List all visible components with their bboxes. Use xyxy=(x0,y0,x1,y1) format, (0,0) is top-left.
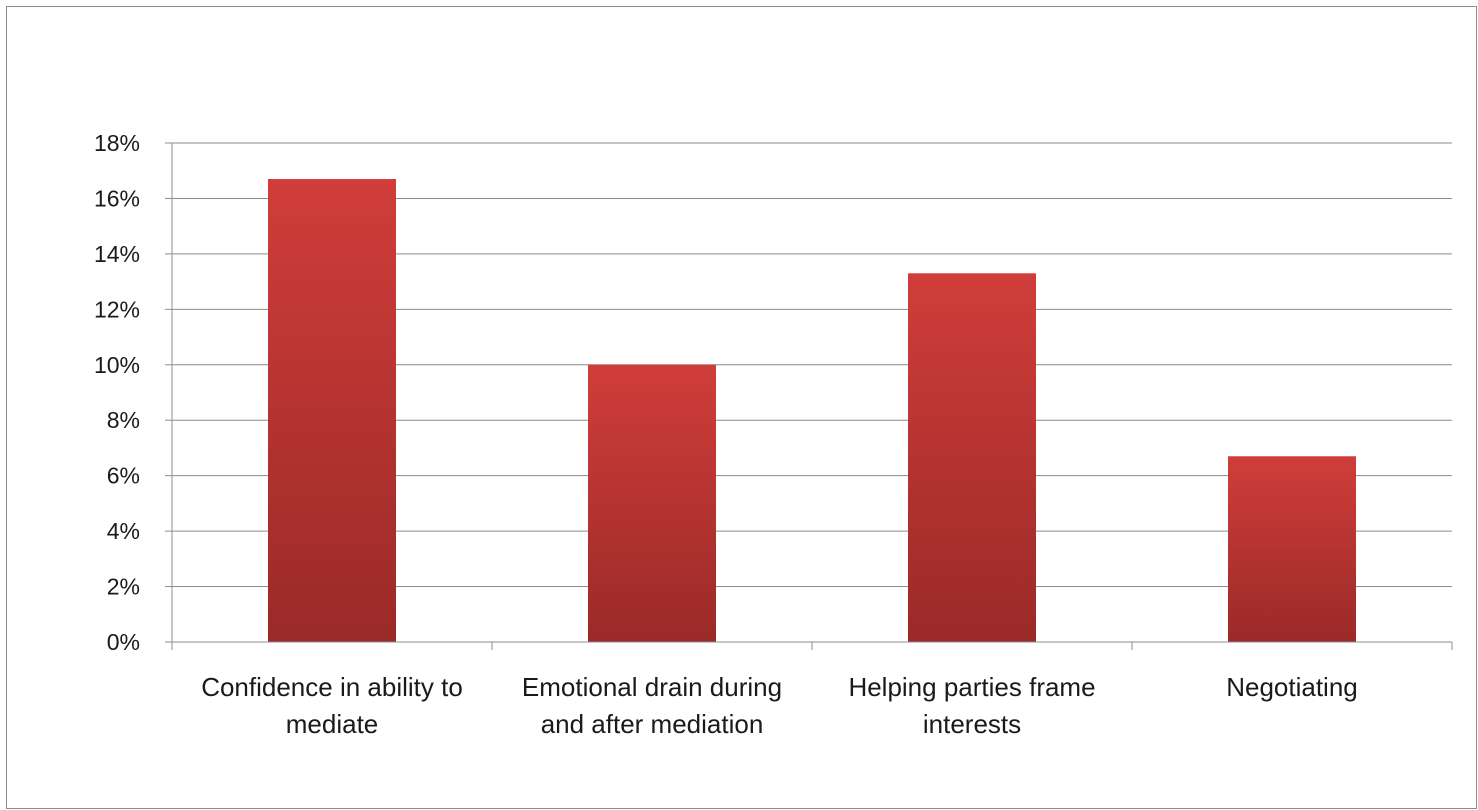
chart-frame xyxy=(6,6,1477,809)
bar xyxy=(268,179,396,643)
y-axis-ticks: 0% 2% 4% 6% 8% 10% 12% 14% 16% 18% xyxy=(94,130,172,655)
y-tick-label: 16% xyxy=(94,185,140,211)
x-tick-label: Emotional drain during xyxy=(522,672,782,702)
y-tick-label: 10% xyxy=(94,352,140,378)
x-axis-labels: Confidence in ability to mediate Emotional… xyxy=(201,672,1358,739)
x-tick-label: interests xyxy=(923,709,1021,739)
bar xyxy=(908,273,1036,642)
y-tick-label: 14% xyxy=(94,241,140,267)
y-tick-label: 12% xyxy=(94,296,140,322)
y-tick-label: 0% xyxy=(107,629,140,655)
bar xyxy=(588,364,716,642)
x-tick-label: Negotiating xyxy=(1226,672,1358,702)
bars xyxy=(268,179,1356,643)
x-tick-label: and after mediation xyxy=(541,709,764,739)
axes xyxy=(165,143,1453,650)
y-tick-label: 8% xyxy=(107,407,140,433)
bar xyxy=(1228,456,1356,642)
y-tick-label: 18% xyxy=(94,130,140,156)
x-tick-label: Confidence in ability to xyxy=(201,672,463,702)
x-tick-label: Helping parties frame xyxy=(848,672,1095,702)
y-tick-label: 6% xyxy=(107,463,140,489)
y-tick-label: 2% xyxy=(107,574,140,600)
x-tick-label: mediate xyxy=(286,709,379,739)
y-tick-label: 4% xyxy=(107,518,140,544)
